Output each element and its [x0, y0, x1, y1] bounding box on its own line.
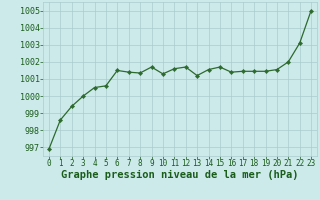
- X-axis label: Graphe pression niveau de la mer (hPa): Graphe pression niveau de la mer (hPa): [61, 170, 299, 180]
